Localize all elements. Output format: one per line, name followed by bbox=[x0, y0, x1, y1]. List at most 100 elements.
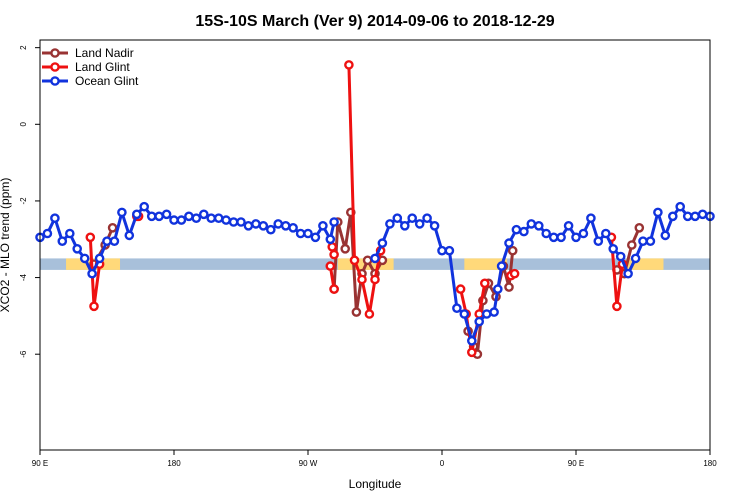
data-point bbox=[682, 211, 693, 222]
data-point bbox=[466, 347, 477, 358]
data-point bbox=[474, 309, 485, 319]
y-axis-label: XCO2 - MLO trend (ppm) bbox=[0, 178, 12, 313]
data-point bbox=[42, 228, 53, 239]
x-tick-label: 90 E bbox=[568, 459, 584, 468]
data-point bbox=[556, 232, 566, 243]
data-point bbox=[481, 309, 492, 319]
legend-item: Land Nadir bbox=[42, 46, 134, 60]
data-point bbox=[364, 309, 375, 319]
data-point bbox=[459, 309, 470, 319]
x-tick-label: 0 bbox=[440, 459, 445, 468]
data-point bbox=[265, 224, 276, 235]
legend-swatch-marker bbox=[50, 48, 60, 58]
data-point bbox=[548, 232, 559, 243]
data-point bbox=[72, 243, 82, 254]
data-point bbox=[57, 236, 68, 246]
data-point bbox=[407, 213, 418, 223]
data-point bbox=[601, 228, 611, 239]
y-tick-label: -4 bbox=[19, 273, 28, 281]
data-point bbox=[327, 242, 338, 252]
series-ocean-glint bbox=[35, 201, 715, 346]
data-point bbox=[198, 209, 209, 220]
data-point bbox=[634, 222, 645, 233]
data-point bbox=[329, 284, 339, 294]
data-point bbox=[653, 207, 663, 218]
data-point bbox=[466, 335, 477, 346]
y-tick-label: -2 bbox=[19, 197, 28, 205]
data-point bbox=[325, 261, 336, 271]
data-point bbox=[370, 253, 380, 264]
data-point bbox=[455, 284, 466, 294]
series-land-nadir bbox=[89, 207, 645, 360]
data-point bbox=[519, 226, 529, 237]
data-point bbox=[329, 217, 339, 227]
data-point bbox=[586, 213, 596, 223]
data-point bbox=[169, 215, 179, 225]
data-point bbox=[117, 207, 127, 218]
data-point bbox=[50, 213, 60, 223]
data-point bbox=[87, 268, 97, 279]
data-point bbox=[526, 219, 537, 229]
data-point bbox=[221, 215, 231, 225]
data-point bbox=[251, 219, 261, 229]
data-point bbox=[608, 243, 619, 254]
y-axis: 2 0 -2 -4 -6 bbox=[19, 45, 40, 358]
plot-frame bbox=[39, 39, 711, 451]
data-point bbox=[668, 211, 678, 222]
data-point bbox=[340, 243, 351, 254]
series-layer bbox=[35, 60, 715, 360]
data-point bbox=[627, 240, 637, 250]
data-point bbox=[370, 274, 380, 285]
legend-item: Land Glint bbox=[42, 60, 130, 74]
legend-label: Land Nadir bbox=[75, 46, 134, 60]
data-point bbox=[273, 219, 284, 229]
data-point bbox=[295, 228, 306, 239]
data-point bbox=[563, 220, 574, 231]
data-point bbox=[310, 232, 321, 243]
data-point bbox=[399, 220, 410, 231]
x-tick-label: 180 bbox=[167, 459, 181, 468]
data-point bbox=[511, 224, 522, 235]
data-point bbox=[89, 301, 99, 312]
data-point bbox=[444, 245, 455, 256]
data-point bbox=[109, 236, 120, 246]
data-point bbox=[228, 217, 239, 227]
data-point bbox=[675, 201, 686, 212]
data-point bbox=[392, 213, 403, 223]
data-point bbox=[615, 251, 626, 262]
data-point bbox=[630, 253, 641, 264]
land-segment-3 bbox=[626, 258, 664, 270]
x-axis: 90 E 180 90 W 0 90 E 180 bbox=[32, 450, 717, 468]
data-point bbox=[571, 232, 581, 243]
x-tick-label: 90 E bbox=[32, 459, 48, 468]
data-point bbox=[344, 60, 354, 70]
data-point bbox=[479, 278, 490, 289]
data-point bbox=[351, 307, 362, 317]
data-point bbox=[65, 228, 75, 239]
data-point bbox=[697, 209, 708, 220]
data-point bbox=[362, 255, 373, 266]
data-point bbox=[318, 220, 328, 231]
series-line bbox=[347, 64, 383, 316]
data-point bbox=[280, 220, 291, 231]
data-point bbox=[534, 220, 544, 231]
data-point bbox=[206, 213, 216, 223]
data-point bbox=[124, 230, 135, 241]
chart-title: 15S-10S March (Ver 9) 2014-09-06 to 2018… bbox=[195, 13, 554, 30]
legend-label: Ocean Glint bbox=[75, 74, 139, 88]
data-point bbox=[612, 301, 622, 312]
data-point bbox=[146, 211, 157, 222]
data-point bbox=[258, 220, 269, 231]
data-point bbox=[504, 238, 514, 248]
data-point bbox=[504, 282, 514, 292]
data-point bbox=[176, 215, 187, 225]
data-point bbox=[213, 213, 224, 223]
data-point bbox=[623, 268, 633, 279]
data-point bbox=[131, 209, 142, 220]
data-point bbox=[496, 261, 507, 271]
x-axis-label: Longitude bbox=[349, 477, 402, 491]
data-point bbox=[578, 228, 589, 239]
y-tick-label: 0 bbox=[19, 122, 28, 127]
data-point bbox=[638, 236, 648, 246]
